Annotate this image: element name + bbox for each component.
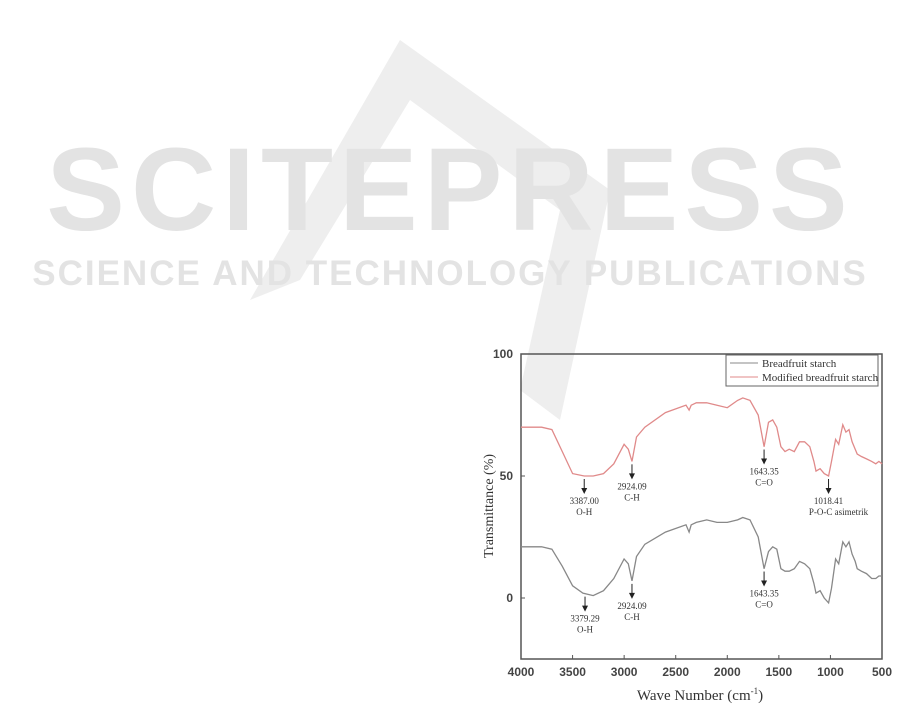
peak-annotation: 1018.41P-O-C asimetrik [809, 478, 869, 517]
peak-annotation: 1643.35C=O [749, 449, 779, 488]
watermark-logo-shape [250, 40, 610, 420]
peak-annotation: 3379.29O-H [570, 596, 600, 635]
peak-group-label: O-H [577, 625, 593, 635]
x-tick-label: 1500 [766, 665, 793, 679]
watermark-subtitle: SCIENCE AND TECHNOLOGY PUBLICATIONS [32, 254, 868, 293]
y-tick-label: 50 [500, 469, 514, 483]
series-line-1 [521, 397, 883, 477]
plot-frame [520, 353, 883, 660]
peak-annotation: 2924.09C-H [617, 464, 647, 502]
peak-annotation: 3387.00O-H [570, 479, 600, 517]
y-tick-label: 100 [493, 347, 513, 361]
arrow-down-icon [581, 488, 588, 494]
arrow-down-icon [628, 473, 635, 480]
arrow-down-icon [628, 592, 635, 599]
legend: Breadfruit starch Modified breadfruit st… [725, 354, 879, 387]
peak-label: 1018.41 [814, 496, 843, 506]
x-tick-label: 3500 [559, 665, 586, 679]
peak-label: 1643.35 [749, 467, 779, 477]
y-tick-label: 0 [506, 591, 513, 605]
x-tick-label: 3000 [611, 665, 638, 679]
x-tick-label: 2500 [662, 665, 689, 679]
peak-label: 1643.35 [749, 589, 779, 599]
legend-label-1: Modified breadfruit starch [762, 372, 879, 384]
x-axis-label: Wave Number (cm-1) [637, 686, 763, 704]
arrow-down-icon [761, 580, 768, 587]
series-line-0 [521, 516, 882, 605]
x-tick-label: 4000 [508, 665, 535, 679]
peak-annotation: 2924.09C-H [617, 583, 647, 622]
arrow-down-icon [761, 458, 768, 465]
x-tick-label: 2000 [714, 665, 741, 679]
peak-label: 3379.29 [570, 614, 600, 624]
x-tick-label: 1000 [817, 665, 844, 679]
peak-group-label: C-H [624, 492, 640, 502]
peak-label: 3387.00 [570, 496, 600, 506]
y-axis-label: Transmittance (%) [482, 454, 497, 558]
peak-group-label: P-O-C asimetrik [809, 507, 869, 517]
arrow-down-icon [582, 605, 589, 612]
x-tick-label: 500 [872, 665, 892, 679]
peak-group-label: C-H [624, 612, 640, 622]
legend-label-0: Breadfruit starch [762, 358, 837, 370]
peak-group-label: C=O [755, 600, 773, 610]
peak-annotation: 1643.35C=O [749, 571, 779, 610]
arrow-down-icon [825, 487, 832, 494]
peak-label: 2924.09 [617, 481, 647, 491]
peak-group-label: O-H [576, 507, 592, 517]
peak-group-label: C=O [755, 478, 773, 488]
watermark-title: SCITEPRESS [46, 124, 854, 256]
peak-label: 2924.09 [617, 601, 647, 611]
